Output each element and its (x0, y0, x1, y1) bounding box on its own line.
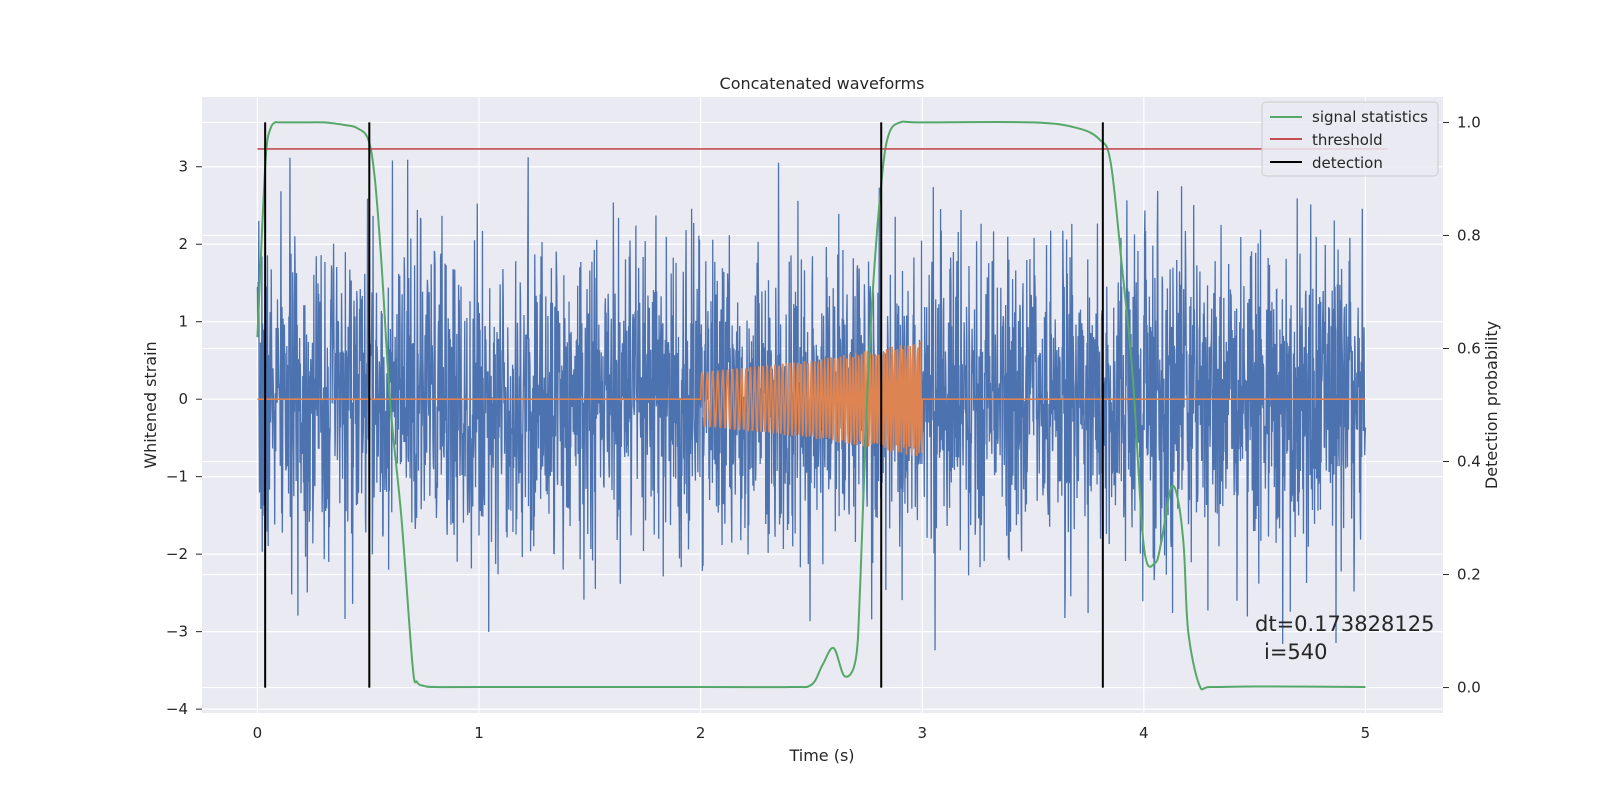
y-tick-label: −1 (166, 468, 188, 486)
x-tick-label: 4 (1139, 724, 1149, 742)
left-axis-ticks: −4 −3 −2 −1 0 1 2 3 (166, 158, 202, 718)
x-tick-label: 0 (253, 724, 263, 742)
annotation-index: i=540 (1264, 640, 1328, 664)
x-tick-label: 5 (1361, 724, 1371, 742)
y-right-tick-label: 0.8 (1457, 226, 1481, 244)
y-right-tick-label: 0.0 (1457, 679, 1481, 697)
y-right-tick-label: 1.0 (1457, 113, 1481, 131)
x-tick-label: 1 (474, 724, 484, 742)
y-right-tick-label: 0.6 (1457, 339, 1481, 357)
x-axis-label: Time (s) (788, 746, 854, 765)
legend-label-threshold: threshold (1312, 131, 1383, 149)
x-tick-label: 3 (917, 724, 927, 742)
annotation-dt: dt=0.173828125 (1255, 612, 1434, 636)
x-tick-label: 2 (696, 724, 706, 742)
y-tick-label: 3 (178, 158, 188, 176)
y-tick-label: −3 (166, 623, 188, 641)
y-tick-label: −2 (166, 545, 188, 563)
y-right-tick-label: 0.2 (1457, 566, 1481, 584)
series-signal-statistics-line (256, 120, 1366, 691)
legend: signal statistics threshold detection (1261, 101, 1439, 177)
y-tick-label: 0 (178, 390, 188, 408)
legend-label-detection: detection (1312, 154, 1383, 172)
y-axis-label-right: Detection probability (1482, 321, 1501, 489)
y-right-tick-label: 0.4 (1457, 453, 1481, 471)
chart-title: Concatenated waveforms (720, 74, 925, 93)
series-layer (256, 120, 1388, 691)
series-injected-signal-line (257, 341, 1366, 457)
legend-label-signal-statistics: signal statistics (1312, 108, 1428, 126)
x-axis-ticks: 0 1 2 3 4 5 (253, 724, 1371, 742)
legend-box (1261, 101, 1439, 177)
y-tick-label: 1 (178, 313, 188, 331)
y-axis-label-left: Whitened strain (141, 341, 160, 468)
y-tick-label: −4 (166, 700, 188, 718)
right-axis-ticks: 0.0 0.2 0.4 0.6 0.8 1.0 (1443, 113, 1481, 697)
y-tick-label: 2 (178, 235, 188, 253)
